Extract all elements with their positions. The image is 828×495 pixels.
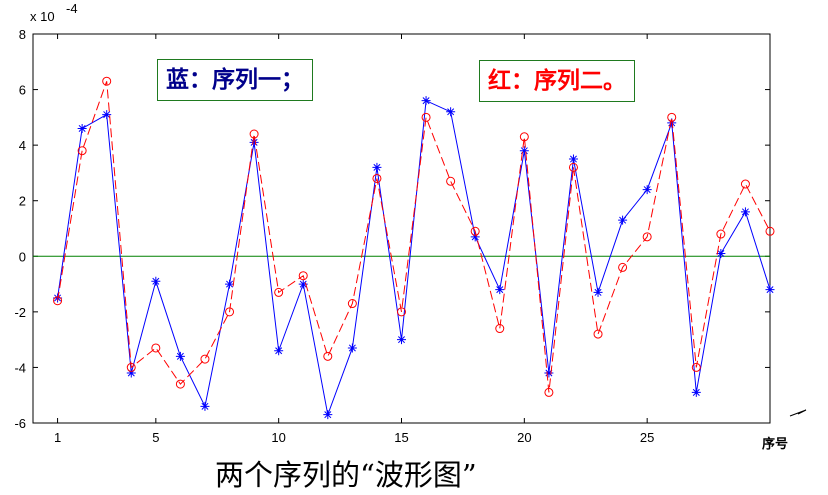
series-2-point: [421, 112, 431, 122]
series-2-point: [372, 173, 382, 183]
series-2-point: [470, 226, 480, 236]
series-1-point: [249, 137, 259, 147]
series-2-point: [642, 232, 652, 242]
x-axis-arrow-icon: [789, 409, 807, 417]
series-2-point: [618, 262, 628, 272]
series-1-point: [151, 276, 161, 286]
series-1-point: [593, 287, 603, 297]
chart-caption: 两个序列的“波形图”: [215, 458, 477, 492]
plot-frame: [32, 33, 771, 424]
red-series-label: 红：序列二。: [479, 60, 635, 102]
series-1-point: [716, 249, 726, 259]
series-2-point: [568, 162, 578, 172]
series-2-point: [175, 379, 185, 389]
x-axis-label: 序号: [762, 436, 788, 451]
y-tick-label: 2: [19, 194, 26, 209]
series-1-point: [126, 368, 136, 378]
series-2-point: [765, 226, 775, 236]
series-1-point: [544, 368, 554, 378]
series-1-point: [495, 285, 505, 295]
series-line-1: [57, 99, 771, 417]
series-1-point: [618, 215, 628, 225]
series-2-point: [544, 387, 554, 397]
series-2-point: [274, 287, 284, 297]
series-2-point: [151, 343, 161, 353]
series-2-point: [347, 299, 357, 309]
series-2-point: [77, 146, 87, 156]
series-1-point: [568, 154, 578, 164]
series-1-point: [446, 107, 456, 117]
series-2-point: [716, 229, 726, 239]
series-1-point: [274, 346, 284, 356]
y-tick-label: 4: [19, 138, 26, 153]
y-tick-label: 8: [19, 27, 26, 42]
series-1-point: [175, 351, 185, 361]
series-2-point: [667, 112, 677, 122]
series-1-point: [519, 146, 529, 156]
x-tick-label: 10: [271, 430, 285, 445]
series-1-point: [667, 118, 677, 128]
series-1-point: [372, 162, 382, 172]
series-1-point: [470, 232, 480, 242]
series-1-point: [298, 279, 308, 289]
series-1-point: [691, 387, 701, 397]
blue-series-label: 蓝：序列一；: [157, 59, 313, 101]
series-2-point: [691, 362, 701, 372]
series-1-point: [397, 335, 406, 345]
series-2-point: [102, 76, 112, 86]
series-2-point: [495, 324, 505, 334]
series-2-point: [200, 354, 210, 364]
series-2-point: [298, 271, 308, 281]
series-1-point: [77, 123, 87, 133]
series-2-point: [53, 296, 63, 306]
x-tick-label: 25: [640, 430, 654, 445]
y-exponent-label: x 10: [30, 9, 55, 24]
y-tick-label: 6: [19, 83, 26, 98]
y-tick-label: 0: [19, 249, 26, 264]
y-tick-label: -6: [14, 416, 26, 431]
x-tick-label: 5: [152, 430, 159, 445]
series-2-point: [740, 179, 750, 189]
series-1-point: [225, 279, 235, 289]
series-1-point: [200, 401, 210, 411]
series-2-point: [249, 129, 259, 139]
series-1-point: [765, 285, 775, 295]
series-1-point: [740, 207, 750, 217]
series-2-point: [593, 329, 603, 339]
y-exponent-power: -4: [66, 1, 78, 16]
series-1-point: [421, 96, 431, 106]
series-1-point: [102, 110, 112, 120]
series-2-point: [225, 307, 235, 317]
series-1-point: [347, 343, 357, 353]
series-1-point: [642, 185, 652, 195]
series-2-point: [519, 132, 529, 142]
series-2-point: [126, 362, 136, 372]
x-tick-label: 20: [517, 430, 531, 445]
series-line-2: [57, 81, 771, 393]
y-tick-label: -4: [14, 360, 26, 375]
x-tick-label: 15: [394, 430, 408, 445]
x-tick-label: 1: [54, 430, 61, 445]
series-2-point: [446, 176, 456, 186]
y-tick-label: -2: [14, 305, 26, 320]
series-2-point: [323, 351, 333, 361]
series-1-point: [323, 410, 333, 420]
series-2-point: [397, 307, 406, 317]
